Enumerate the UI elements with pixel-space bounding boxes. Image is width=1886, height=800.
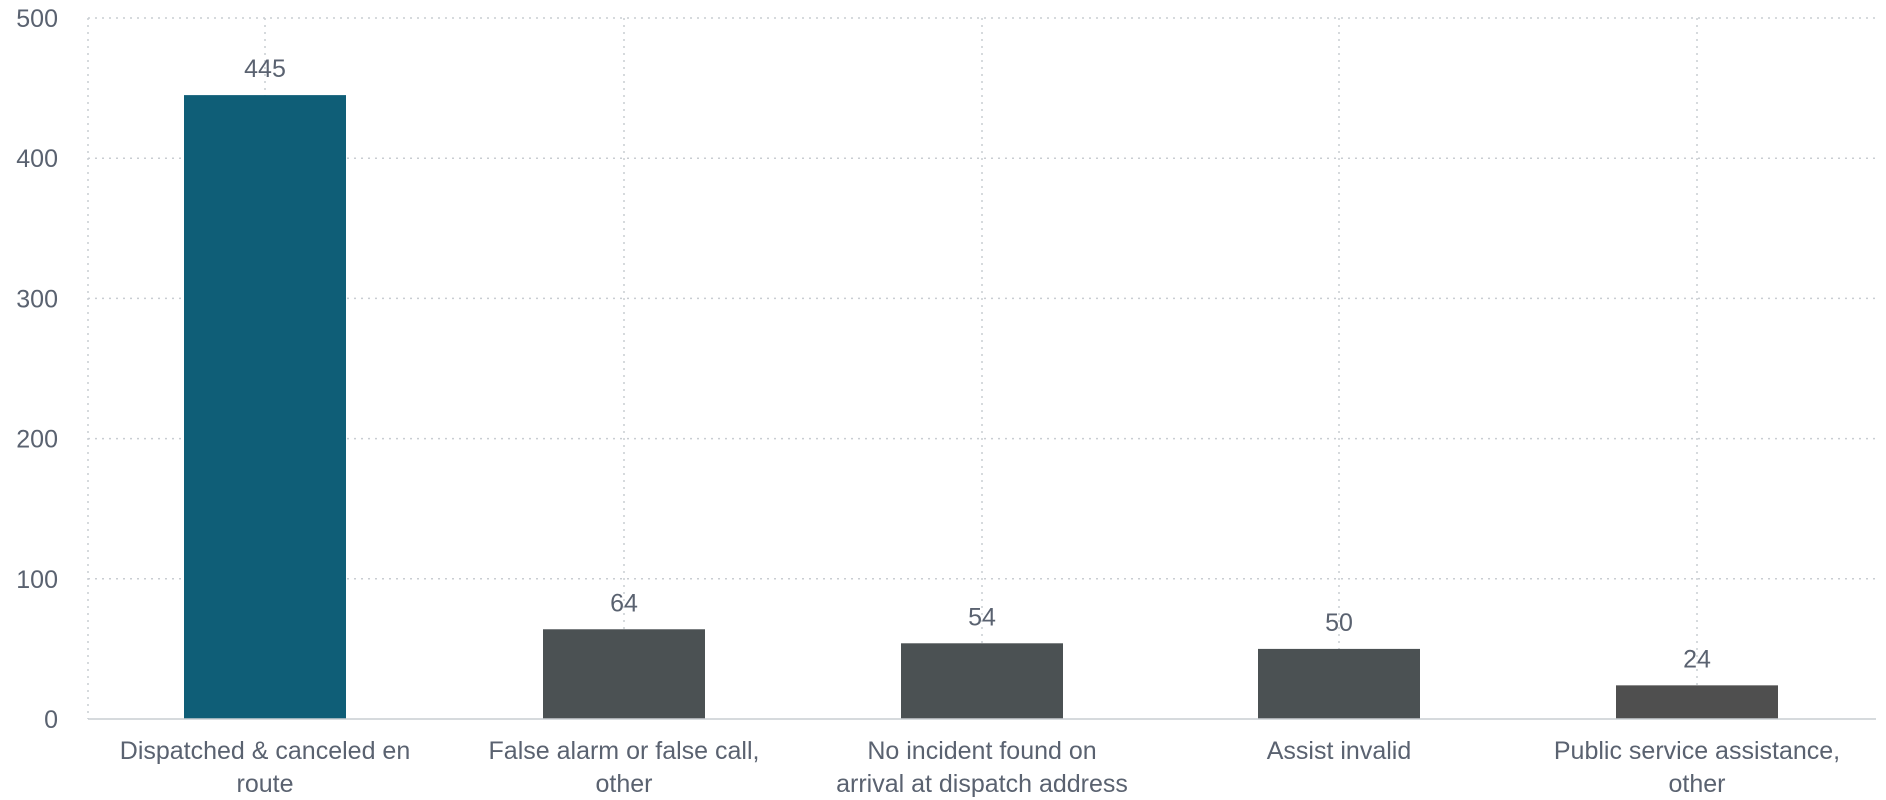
x-category-label: arrival at dispatch address	[836, 770, 1128, 798]
y-tick-label: 0	[44, 706, 58, 734]
y-tick-label: 300	[16, 285, 58, 313]
x-category-label: other	[1669, 770, 1726, 798]
y-axis-ticks: 0 100 200 300 400 500	[16, 5, 58, 734]
data-label: 64	[610, 589, 638, 617]
y-tick-label: 100	[16, 566, 58, 594]
y-tick-label: 500	[16, 5, 58, 33]
bar	[1258, 648, 1420, 719]
x-axis-categories: Dispatched & canceled en route False alarm…	[120, 737, 1840, 798]
data-label: 445	[244, 55, 286, 83]
y-tick-label: 200	[16, 426, 58, 454]
x-category-label: Dispatched & canceled en	[120, 737, 410, 765]
bar	[184, 95, 346, 720]
data-label: 50	[1325, 609, 1353, 637]
x-category-label: other	[596, 770, 653, 798]
bars	[184, 95, 1778, 720]
bar	[543, 629, 705, 719]
bar	[901, 643, 1063, 719]
x-category-label: No incident found on	[867, 737, 1096, 765]
x-category-label: False alarm or false call,	[489, 737, 760, 765]
y-tick-label: 400	[16, 145, 58, 173]
data-label: 24	[1683, 645, 1711, 673]
x-category-label: route	[237, 770, 294, 798]
data-labels: 445 64 54 50 24	[244, 55, 1711, 673]
bar	[1616, 685, 1778, 719]
x-category-label: Assist invalid	[1267, 737, 1412, 765]
x-category-label: Public service assistance,	[1554, 737, 1840, 765]
data-label: 54	[968, 603, 996, 631]
